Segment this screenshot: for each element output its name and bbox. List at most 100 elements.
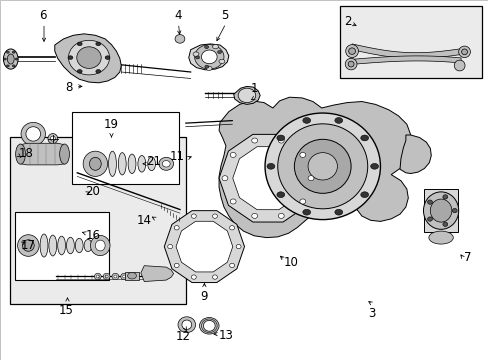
Ellipse shape xyxy=(212,214,217,218)
Ellipse shape xyxy=(175,35,184,43)
Ellipse shape xyxy=(21,122,45,145)
Polygon shape xyxy=(176,221,232,272)
Ellipse shape xyxy=(266,163,274,169)
Ellipse shape xyxy=(89,157,101,170)
Text: 1: 1 xyxy=(250,82,258,95)
Ellipse shape xyxy=(360,135,368,141)
Ellipse shape xyxy=(108,151,116,176)
Ellipse shape xyxy=(84,239,92,252)
Ellipse shape xyxy=(174,226,179,230)
Bar xyxy=(424,189,457,232)
Ellipse shape xyxy=(60,144,69,164)
Ellipse shape xyxy=(442,195,447,199)
Ellipse shape xyxy=(162,161,170,167)
Ellipse shape xyxy=(114,275,117,278)
Ellipse shape xyxy=(345,45,358,58)
Ellipse shape xyxy=(6,51,9,53)
Ellipse shape xyxy=(83,151,107,176)
Ellipse shape xyxy=(77,47,101,68)
Polygon shape xyxy=(20,143,64,165)
Ellipse shape xyxy=(453,60,464,71)
Text: 20: 20 xyxy=(85,185,100,198)
Ellipse shape xyxy=(347,61,353,67)
Ellipse shape xyxy=(159,157,173,170)
Ellipse shape xyxy=(276,135,284,141)
Ellipse shape xyxy=(50,136,55,141)
Polygon shape xyxy=(351,44,464,58)
Text: 7: 7 xyxy=(463,251,470,264)
Ellipse shape xyxy=(299,199,305,204)
Polygon shape xyxy=(232,147,303,210)
Ellipse shape xyxy=(77,69,82,73)
Ellipse shape xyxy=(204,65,208,68)
Ellipse shape xyxy=(238,88,255,103)
Text: 12: 12 xyxy=(176,330,190,343)
Ellipse shape xyxy=(103,273,110,280)
Polygon shape xyxy=(124,272,139,280)
Ellipse shape xyxy=(229,226,234,230)
Ellipse shape xyxy=(370,163,378,169)
Text: 8: 8 xyxy=(65,81,72,94)
Ellipse shape xyxy=(429,199,451,222)
Text: 17: 17 xyxy=(20,239,36,252)
Ellipse shape xyxy=(348,48,355,54)
Ellipse shape xyxy=(217,51,221,54)
Ellipse shape xyxy=(12,51,15,53)
Text: 11: 11 xyxy=(169,150,184,163)
Ellipse shape xyxy=(307,176,313,181)
Ellipse shape xyxy=(16,144,25,164)
Ellipse shape xyxy=(307,153,337,180)
Ellipse shape xyxy=(206,66,212,71)
Ellipse shape xyxy=(212,44,218,49)
Ellipse shape xyxy=(122,275,125,278)
Ellipse shape xyxy=(427,200,431,204)
Ellipse shape xyxy=(427,217,431,221)
Ellipse shape xyxy=(423,192,458,229)
Ellipse shape xyxy=(193,52,199,56)
Text: 9: 9 xyxy=(200,290,208,303)
Ellipse shape xyxy=(178,317,195,333)
Ellipse shape xyxy=(191,214,196,218)
Text: 15: 15 xyxy=(59,304,73,317)
Ellipse shape xyxy=(251,138,257,143)
Ellipse shape xyxy=(105,275,108,278)
Ellipse shape xyxy=(294,139,350,193)
Bar xyxy=(339,6,481,78)
Ellipse shape xyxy=(7,54,14,64)
Text: 3: 3 xyxy=(367,307,375,320)
Ellipse shape xyxy=(276,192,284,198)
Ellipse shape xyxy=(212,275,217,279)
Text: 5: 5 xyxy=(221,9,228,22)
Ellipse shape xyxy=(68,40,109,75)
Ellipse shape xyxy=(219,59,224,63)
Text: 19: 19 xyxy=(104,118,119,131)
Ellipse shape xyxy=(334,209,342,215)
Ellipse shape xyxy=(203,320,215,331)
Text: 4: 4 xyxy=(174,9,182,22)
Ellipse shape xyxy=(90,235,110,256)
Ellipse shape xyxy=(302,118,310,123)
Text: 14: 14 xyxy=(136,214,151,227)
Ellipse shape xyxy=(3,49,18,69)
Ellipse shape xyxy=(230,152,236,157)
Text: 21: 21 xyxy=(145,155,161,168)
Ellipse shape xyxy=(48,134,58,144)
Ellipse shape xyxy=(128,154,136,174)
Ellipse shape xyxy=(3,58,6,60)
Ellipse shape xyxy=(230,199,236,204)
Ellipse shape xyxy=(194,45,224,69)
Ellipse shape xyxy=(6,65,9,67)
Ellipse shape xyxy=(201,50,217,64)
Polygon shape xyxy=(350,56,460,64)
Ellipse shape xyxy=(251,213,257,219)
Ellipse shape xyxy=(77,42,82,46)
Polygon shape xyxy=(188,44,228,70)
Ellipse shape xyxy=(15,58,18,60)
Ellipse shape xyxy=(26,127,41,141)
Ellipse shape xyxy=(105,56,110,59)
Ellipse shape xyxy=(182,320,191,329)
Ellipse shape xyxy=(451,208,456,213)
Ellipse shape xyxy=(204,46,208,49)
Polygon shape xyxy=(164,211,244,283)
Ellipse shape xyxy=(58,236,65,255)
